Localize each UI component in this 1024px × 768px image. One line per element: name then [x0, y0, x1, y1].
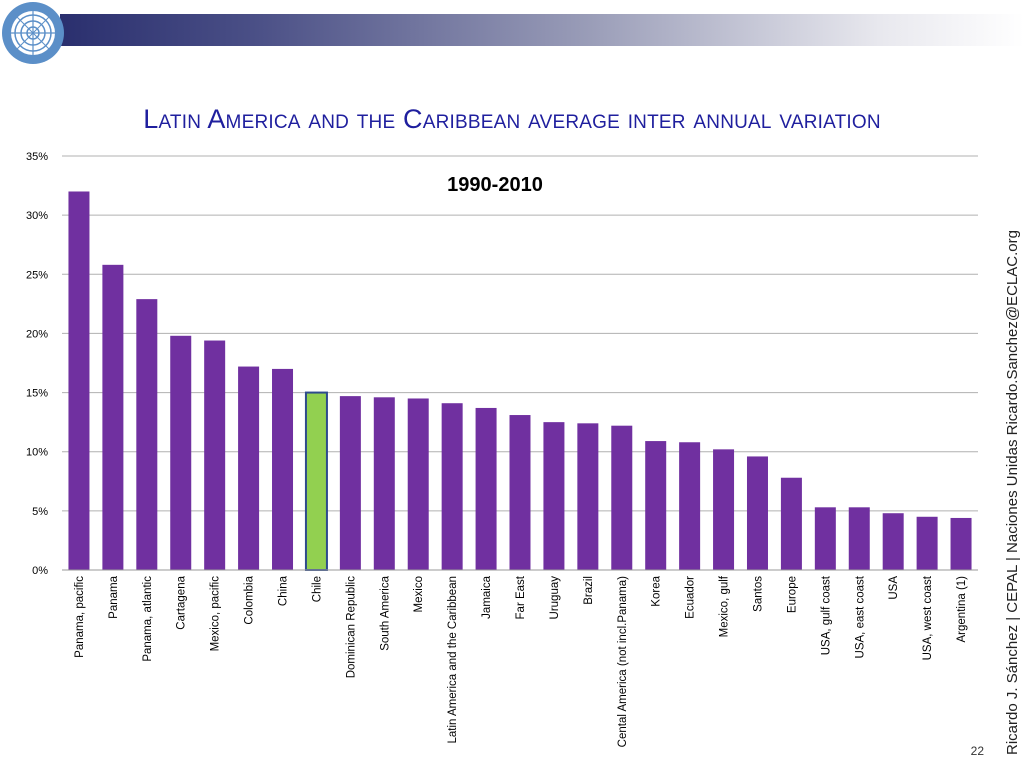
bar-argentina-1 [950, 517, 972, 570]
x-tick-label: Dominican Republic [345, 576, 357, 679]
side-credit: Ricardo J. Sánchez | CEPAL | Naciones Un… [1004, 230, 1021, 755]
un-emblem-icon [2, 2, 64, 64]
x-tick-label: Europe [786, 576, 798, 613]
bar-panama-pacific [68, 191, 90, 570]
bar-chile [304, 391, 328, 572]
bar-panama-atlantic [136, 299, 158, 570]
x-tick-label: Colombia [244, 575, 256, 624]
y-tick-label: 30% [26, 210, 48, 222]
bar-mexico-gulf [713, 449, 735, 570]
bar-mexico-pacific [204, 340, 226, 570]
y-axis-ticks: 0% 5% 10% 15% 20% 25% 30% 35% [26, 151, 48, 577]
x-tick-label: China [278, 575, 290, 606]
x-tick-label: Argentina (1) [956, 576, 968, 643]
x-tick-label: Uruguay [549, 576, 561, 620]
y-tick-label: 5% [32, 506, 48, 518]
y-tick-label: 25% [26, 269, 48, 281]
bar-panama [102, 264, 124, 570]
x-tick-label: Cartagena [176, 575, 188, 629]
bar-china [272, 368, 294, 570]
x-tick-label: Chile [311, 576, 323, 602]
bar-south-america [373, 397, 395, 570]
x-tick-label: South America [379, 575, 391, 650]
bar-europe [780, 477, 802, 570]
bar-uruguay [543, 422, 565, 570]
bar-santos [746, 456, 768, 570]
y-tick-label: 15% [26, 388, 48, 400]
x-tick-label: Panama, atlantic [142, 576, 154, 662]
x-tick-label: USA, west coast [922, 575, 934, 660]
x-tick-label: Mexico, gulf [719, 575, 731, 637]
bar-usa [882, 513, 904, 570]
bar-usa-east-coast [848, 507, 870, 570]
x-tick-label: USA, east coast [854, 575, 866, 658]
x-tick-label: Jamaica [481, 575, 493, 618]
bars [68, 191, 972, 572]
header-gradient-bar [60, 14, 1024, 46]
bar-usa-west-coast [916, 516, 938, 570]
slide-title: Latin America and the Caribbean average … [143, 104, 881, 134]
bar-jamaica [475, 407, 497, 570]
bar-brazil [577, 423, 599, 570]
y-tick-label: 10% [26, 447, 48, 459]
x-tick-label: Mexico [413, 576, 425, 612]
x-tick-label: Santos [752, 576, 764, 612]
y-tick-label: 20% [26, 328, 48, 340]
bar-mexico [407, 398, 429, 570]
x-tick-label: Korea [651, 575, 663, 606]
bar-ecuador [679, 442, 701, 570]
y-tick-label: 0% [32, 565, 48, 577]
bar-colombia [238, 366, 260, 570]
x-tick-label: Ecuador [685, 576, 697, 619]
bar-far-east [509, 415, 531, 570]
x-tick-label: Mexico, pacific [210, 576, 222, 652]
x-axis-labels: Panama, pacific Panama Panama, atlantic Car… [74, 575, 968, 747]
chart-title: 1990-2010 [447, 174, 543, 196]
bar-korea [645, 441, 667, 570]
x-tick-label: USA, gulf coast [820, 575, 832, 655]
bar-cental-america-not-incl-panama [611, 425, 633, 570]
bar-cartagena [170, 335, 192, 570]
y-tick-label: 35% [26, 151, 48, 163]
bar-dominican-republic [339, 396, 361, 570]
x-tick-label: Panama [108, 575, 120, 618]
x-tick-label: Latin America and the Caribbean [447, 576, 459, 744]
x-tick-label: Far East [515, 575, 527, 619]
x-tick-label: USA [888, 576, 900, 600]
x-tick-label: Cental America (not incl.Panama) [617, 576, 629, 747]
x-tick-label: Brazil [583, 576, 595, 605]
page-number: 22 [970, 744, 984, 758]
bar-latin-america-and-the-caribbean [441, 403, 463, 570]
x-tick-label: Panama, pacific [74, 576, 86, 658]
bar-usa-gulf-coast [814, 507, 836, 570]
